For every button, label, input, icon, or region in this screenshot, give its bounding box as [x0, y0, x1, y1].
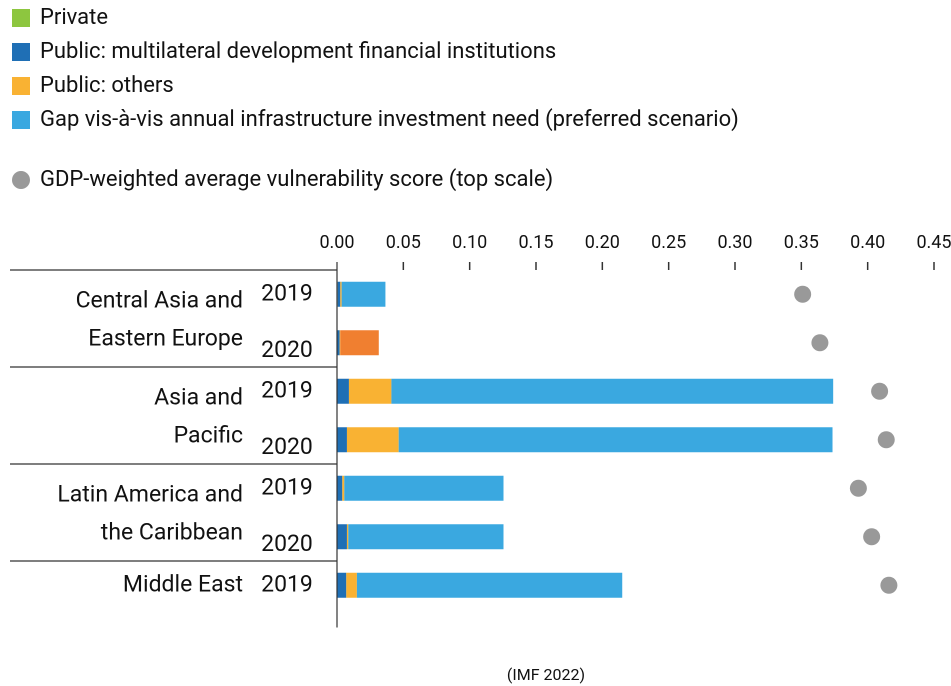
x-tick-label: 0.25: [651, 232, 686, 253]
score-dot: [863, 528, 881, 546]
bar-segment: [346, 572, 357, 598]
bar-segment: [348, 378, 392, 404]
score-dot: [871, 382, 889, 400]
bar-segment: [398, 427, 833, 453]
bar-segment: [339, 330, 341, 356]
bar-segment: [337, 572, 347, 598]
legend-dot: [12, 171, 30, 189]
x-tick-label: 0.40: [850, 232, 885, 253]
bar-segment: [340, 281, 342, 307]
legend-label: Private: [40, 5, 108, 30]
score-dot: [811, 334, 829, 352]
x-tick-label: 0.10: [452, 232, 487, 253]
year-label: 2020: [261, 530, 313, 557]
bar-segment: [337, 378, 349, 404]
x-tick-label: 0.30: [717, 232, 752, 253]
score-dot: [877, 431, 895, 449]
legend-swatch: [12, 9, 30, 27]
region-label: Latin America and: [57, 481, 243, 508]
bar-segment: [337, 330, 340, 356]
bar-segment: [341, 281, 386, 307]
bar-segment: [340, 330, 379, 356]
bar-segment: [346, 427, 399, 453]
region-label: the Caribbean: [101, 519, 243, 546]
year-label: 2019: [261, 279, 313, 306]
legend-label: Public: others: [40, 73, 174, 98]
score-dot: [794, 285, 812, 303]
x-tick-label: 0.05: [386, 232, 421, 253]
region-label: Pacific: [174, 422, 243, 449]
year-label: 2019: [261, 376, 313, 403]
bar-segment: [391, 378, 834, 404]
x-tick-label: 0.35: [784, 232, 819, 253]
bar-segment: [337, 427, 347, 453]
legend-label: Public: multilateral development financi…: [40, 39, 556, 64]
x-tick-label: 0.20: [585, 232, 620, 253]
legend-label: Gap vis-à-vis annual infrastructure inve…: [40, 107, 739, 132]
x-tick-label: 0.15: [518, 232, 553, 253]
region-label: Central Asia and: [76, 287, 243, 314]
bar-segment: [344, 475, 504, 501]
legend-swatch: [12, 111, 30, 129]
legend-label: GDP-weighted average vulnerability score…: [40, 167, 553, 192]
region-label: Asia and: [154, 384, 243, 411]
bar-segment: [342, 475, 345, 501]
x-tick-label: 0.45: [916, 232, 951, 253]
bar-segment: [356, 572, 623, 598]
legend-swatch: [12, 43, 30, 61]
region-label: Middle East: [123, 570, 243, 597]
legend-swatch: [12, 77, 30, 95]
score-dot: [849, 479, 867, 497]
bar-segment: [337, 281, 341, 307]
year-label: 2020: [261, 433, 313, 460]
bar-segment: [337, 475, 343, 501]
year-label: 2020: [261, 336, 313, 363]
region-label: Eastern Europe: [88, 325, 243, 352]
bar-segment: [337, 524, 347, 550]
x-tick-label: 0.00: [319, 232, 354, 253]
bar-segment: [346, 524, 349, 550]
score-dot: [880, 576, 898, 594]
source: (IMF 2022): [507, 665, 585, 684]
year-label: 2019: [261, 473, 313, 500]
bar-segment: [348, 524, 504, 550]
year-label: 2019: [261, 570, 313, 597]
